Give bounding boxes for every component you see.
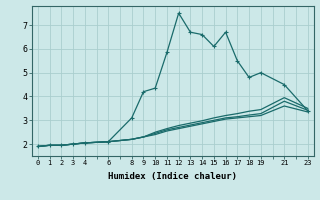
X-axis label: Humidex (Indice chaleur): Humidex (Indice chaleur)	[108, 172, 237, 181]
